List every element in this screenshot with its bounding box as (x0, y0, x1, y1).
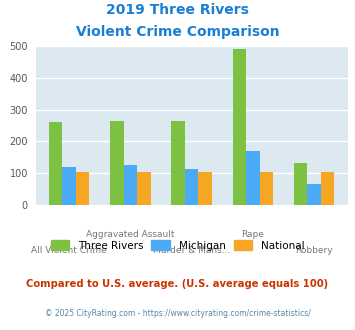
Bar (246, 151, 260, 205)
Bar (49, 121, 62, 205)
Text: Compared to U.S. average. (U.S. average equals 100): Compared to U.S. average. (U.S. average … (26, 279, 329, 289)
Text: Rape: Rape (241, 230, 264, 239)
Bar (321, 172, 334, 205)
Bar (233, 49, 246, 205)
Text: Violent Crime Comparison: Violent Crime Comparison (76, 25, 279, 39)
Text: Robbery: Robbery (295, 246, 333, 255)
Text: © 2025 CityRating.com - https://www.cityrating.com/crime-statistics/: © 2025 CityRating.com - https://www.city… (45, 309, 310, 317)
Text: Murder & Mans...: Murder & Mans... (153, 246, 230, 255)
Bar (198, 172, 212, 205)
Bar (185, 169, 198, 205)
Bar (260, 172, 273, 205)
Bar (171, 121, 185, 205)
Bar (62, 167, 76, 205)
Legend: Three Rivers, Michigan, National: Three Rivers, Michigan, National (47, 236, 308, 255)
Bar (110, 121, 124, 205)
Bar (294, 163, 307, 205)
Text: Aggravated Assault: Aggravated Assault (86, 230, 175, 239)
Text: 2019 Three Rivers: 2019 Three Rivers (106, 3, 249, 17)
Bar (307, 184, 321, 205)
Bar (124, 165, 137, 205)
Bar (137, 172, 151, 205)
Text: All Violent Crime: All Violent Crime (31, 246, 107, 255)
Bar (76, 172, 89, 205)
